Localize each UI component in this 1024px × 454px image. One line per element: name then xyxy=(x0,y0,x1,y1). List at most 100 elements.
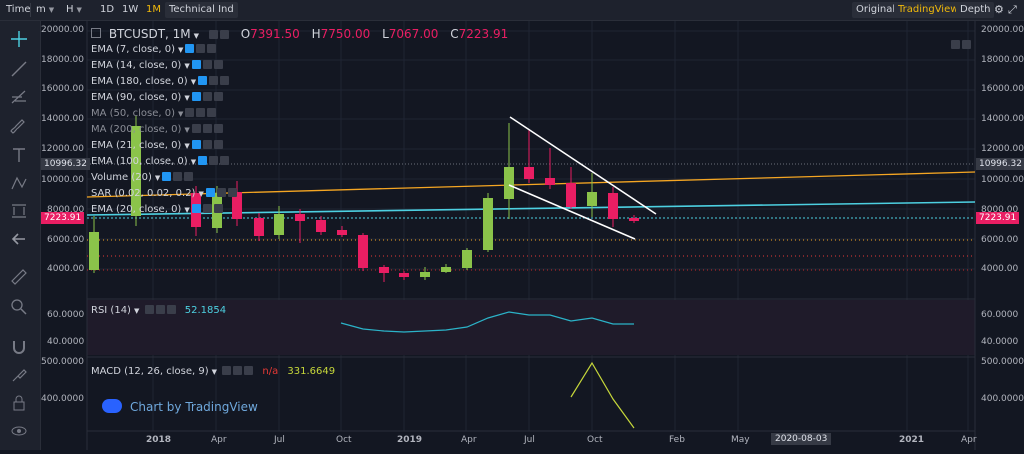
rsi-legend[interactable]: RSI (14) ▼ 52.1854 xyxy=(91,304,226,318)
interval-1d[interactable]: 1D xyxy=(100,4,115,15)
close-icon[interactable] xyxy=(166,305,176,314)
chevron-down-icon[interactable]: ▼ xyxy=(190,78,197,86)
chevron-down-icon[interactable]: ▼ xyxy=(154,174,161,182)
indicator-row[interactable]: EMA (14, close, 0) ▼ xyxy=(91,59,223,73)
minute-dropdown[interactable]: m ▼ xyxy=(36,0,54,20)
hour-dropdown[interactable]: H ▼ xyxy=(66,0,82,20)
chevron-down-icon[interactable]: ▼ xyxy=(184,94,190,102)
chevron-down-icon[interactable]: ▼ xyxy=(211,368,217,376)
indicator-row[interactable]: Volume (20) ▼ xyxy=(91,171,194,185)
tradingview-watermark[interactable]: Chart by TradingView xyxy=(102,399,258,414)
trendline-lower[interactable] xyxy=(508,184,636,240)
lock-drawing-icon[interactable] xyxy=(9,365,29,385)
eye-icon[interactable] xyxy=(198,76,208,85)
eye-icon[interactable] xyxy=(191,60,201,69)
indicator-row[interactable]: MA (200, close, 0) ▼ xyxy=(91,123,223,137)
chevron-down-icon[interactable]: ▼ xyxy=(198,190,204,198)
fullscreen-icon[interactable]: ⤢ xyxy=(1008,3,1017,16)
eye-icon[interactable] xyxy=(191,204,201,213)
trend-line-icon[interactable] xyxy=(9,59,29,79)
settings-icon[interactable] xyxy=(155,305,165,314)
brush-icon[interactable] xyxy=(9,117,29,137)
indicator-row[interactable]: EMA (7, close, 0) ▼ xyxy=(91,43,217,57)
settings-icon[interactable] xyxy=(202,140,212,149)
ruler-icon[interactable] xyxy=(9,267,29,287)
macd-legend[interactable]: MACD (12, 26, close, 9) ▼ n/a 331.6649 xyxy=(91,365,335,379)
indicator-row[interactable]: SAR (0.02, 0.02, 0.2) ▼ xyxy=(91,187,237,201)
original-view-button[interactable]: Original xyxy=(852,2,900,18)
back-arrow-icon[interactable] xyxy=(9,229,29,249)
close-icon[interactable] xyxy=(213,140,223,149)
fib-tool-icon[interactable] xyxy=(9,87,29,107)
settings-icon[interactable] xyxy=(233,366,243,375)
indicator-row[interactable]: MA (50, close, 0) ▼ xyxy=(91,107,217,121)
close-icon[interactable] xyxy=(207,44,217,53)
eye-icon[interactable] xyxy=(185,108,195,117)
settings-icon[interactable] xyxy=(208,30,218,39)
close-icon[interactable] xyxy=(213,124,223,133)
settings-icon[interactable] xyxy=(196,108,206,117)
eye-icon[interactable] xyxy=(191,92,201,101)
indicator-row[interactable]: EMA (21, close, 0) ▼ xyxy=(91,139,223,153)
eye-icon[interactable] xyxy=(185,44,195,53)
settings-icon[interactable] xyxy=(202,60,212,69)
close-icon[interactable] xyxy=(220,76,230,85)
settings-icon[interactable] xyxy=(202,92,212,101)
close-icon[interactable] xyxy=(207,108,217,117)
chevron-down-icon[interactable]: ▼ xyxy=(184,126,190,134)
time-menu[interactable]: Time xyxy=(6,0,30,20)
chevron-down-icon[interactable]: ▼ xyxy=(193,32,200,40)
eye-icon[interactable] xyxy=(162,172,172,181)
prediction-tool-icon[interactable] xyxy=(9,201,29,221)
chevron-down-icon[interactable]: ▼ xyxy=(184,142,190,150)
settings-icon[interactable] xyxy=(216,188,226,197)
eye-icon[interactable] xyxy=(205,188,215,197)
chart-area[interactable]: BTCUSDT, 1M ▼ O7391.50 H7750.00 L7067.00 … xyxy=(41,21,1024,450)
lock-icon[interactable] xyxy=(9,393,29,413)
chevron-down-icon[interactable]: ▼ xyxy=(184,62,190,70)
close-icon[interactable] xyxy=(220,156,230,165)
close-icon[interactable] xyxy=(184,172,194,181)
indicator-row[interactable]: EMA (20, close, 0) ▼ xyxy=(91,203,223,217)
settings-icon[interactable] xyxy=(202,124,212,133)
indicator-row[interactable]: EMA (180, close, 0) ▼ xyxy=(91,75,230,89)
pattern-tool-icon[interactable] xyxy=(9,173,29,193)
settings-icon[interactable] xyxy=(219,30,229,39)
indicator-row[interactable]: EMA (90, close, 0) ▼ xyxy=(91,91,223,105)
tradingview-view-button[interactable]: TradingView xyxy=(894,2,963,18)
eye-icon[interactable] xyxy=(198,156,208,165)
zoom-icon[interactable] xyxy=(9,297,29,317)
close-icon[interactable] xyxy=(213,204,223,213)
eye-icon[interactable] xyxy=(222,366,232,375)
crosshair-icon[interactable] xyxy=(9,29,29,49)
interval-1m[interactable]: 1M xyxy=(146,4,161,15)
eye-icon[interactable] xyxy=(144,305,154,314)
eye-icon[interactable] xyxy=(9,421,29,441)
settings-icon[interactable] xyxy=(202,204,212,213)
settings-icon[interactable]: ⚙ xyxy=(994,3,1004,16)
magnet-icon[interactable] xyxy=(9,337,29,357)
chevron-down-icon[interactable]: ▼ xyxy=(178,110,184,118)
indicator-row[interactable]: EMA (100, close, 0) ▼ xyxy=(91,155,230,169)
chevron-down-icon[interactable]: ▼ xyxy=(184,206,190,214)
settings-icon[interactable] xyxy=(173,172,183,181)
close-icon[interactable] xyxy=(213,92,223,101)
close-icon[interactable] xyxy=(227,188,237,197)
text-tool-icon[interactable] xyxy=(9,145,29,165)
settings-icon[interactable] xyxy=(196,44,206,53)
move-pane-icon[interactable] xyxy=(951,40,960,49)
maximize-pane-icon[interactable] xyxy=(962,40,971,49)
eye-icon[interactable] xyxy=(191,140,201,149)
settings-icon[interactable] xyxy=(209,76,219,85)
chevron-down-icon[interactable]: ▼ xyxy=(190,158,197,166)
close-icon[interactable] xyxy=(213,60,223,69)
interval-1w[interactable]: 1W xyxy=(122,4,139,15)
price-chart[interactable] xyxy=(41,21,1024,450)
depth-view-button[interactable]: Depth xyxy=(956,2,995,18)
collapse-icon[interactable] xyxy=(91,28,101,38)
technical-indicators-button[interactable]: Technical Ind xyxy=(165,2,238,18)
eye-icon[interactable] xyxy=(191,124,201,133)
settings-icon[interactable] xyxy=(209,156,219,165)
close-icon[interactable] xyxy=(244,366,254,375)
trendline-upper[interactable] xyxy=(509,116,657,215)
